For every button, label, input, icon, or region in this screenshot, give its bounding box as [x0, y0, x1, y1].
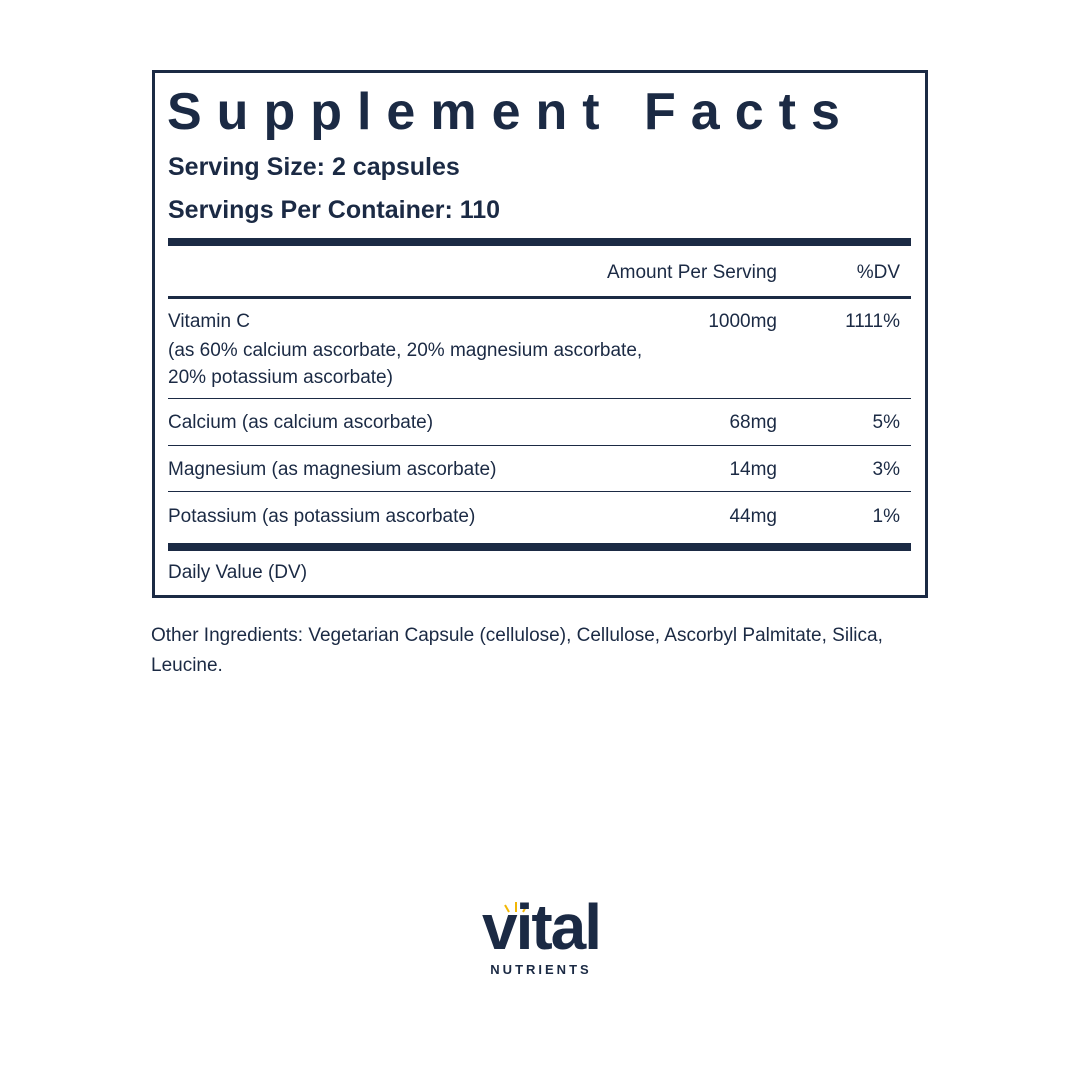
row-divider — [168, 398, 911, 399]
panel-title: Supplement Facts — [167, 83, 855, 141]
thick-rule — [168, 543, 911, 551]
daily-value: 3% — [872, 459, 900, 480]
column-header: %DV — [856, 262, 900, 283]
daily-value: 5% — [872, 412, 900, 433]
nutrient-name: Magnesium (as magnesium ascorbate) — [168, 459, 497, 480]
thick-rule — [168, 238, 911, 246]
nutrient-detail: (as 60% calcium ascorbate, 20% magnesium… — [168, 340, 643, 361]
row-divider — [168, 491, 911, 492]
row-divider — [168, 445, 911, 446]
nutrient-name: Potassium (as potassium ascorbate) — [168, 506, 476, 527]
rule — [168, 296, 911, 299]
other-ingredients: Other Ingredients: Vegetarian Capsule (c… — [151, 625, 883, 676]
nutrient-detail: 20% potassium ascorbate) — [168, 367, 393, 388]
amount: 1000mg — [708, 311, 777, 332]
logo-name: vital — [481, 891, 602, 963]
nutrient-name: Calcium (as calcium ascorbate) — [168, 412, 434, 433]
daily-value: 1% — [872, 506, 900, 527]
amount: 44mg — [729, 506, 777, 527]
facts-panel — [152, 70, 928, 598]
amount: 14mg — [729, 459, 777, 480]
footnote: Daily Value (DV) — [168, 562, 308, 583]
nutrient-name: Vitamin C — [168, 311, 251, 332]
daily-value: 1111% — [845, 311, 900, 332]
column-header: Amount Per Serving — [606, 262, 777, 283]
logo-sun — [504, 902, 528, 913]
servings-per-container: Servings Per Container: 110 — [168, 196, 501, 224]
logo-tagline: NUTRIENTS — [490, 962, 592, 977]
amount: 68mg — [729, 412, 777, 433]
serving-size: Serving Size: 2 capsules — [168, 153, 460, 181]
